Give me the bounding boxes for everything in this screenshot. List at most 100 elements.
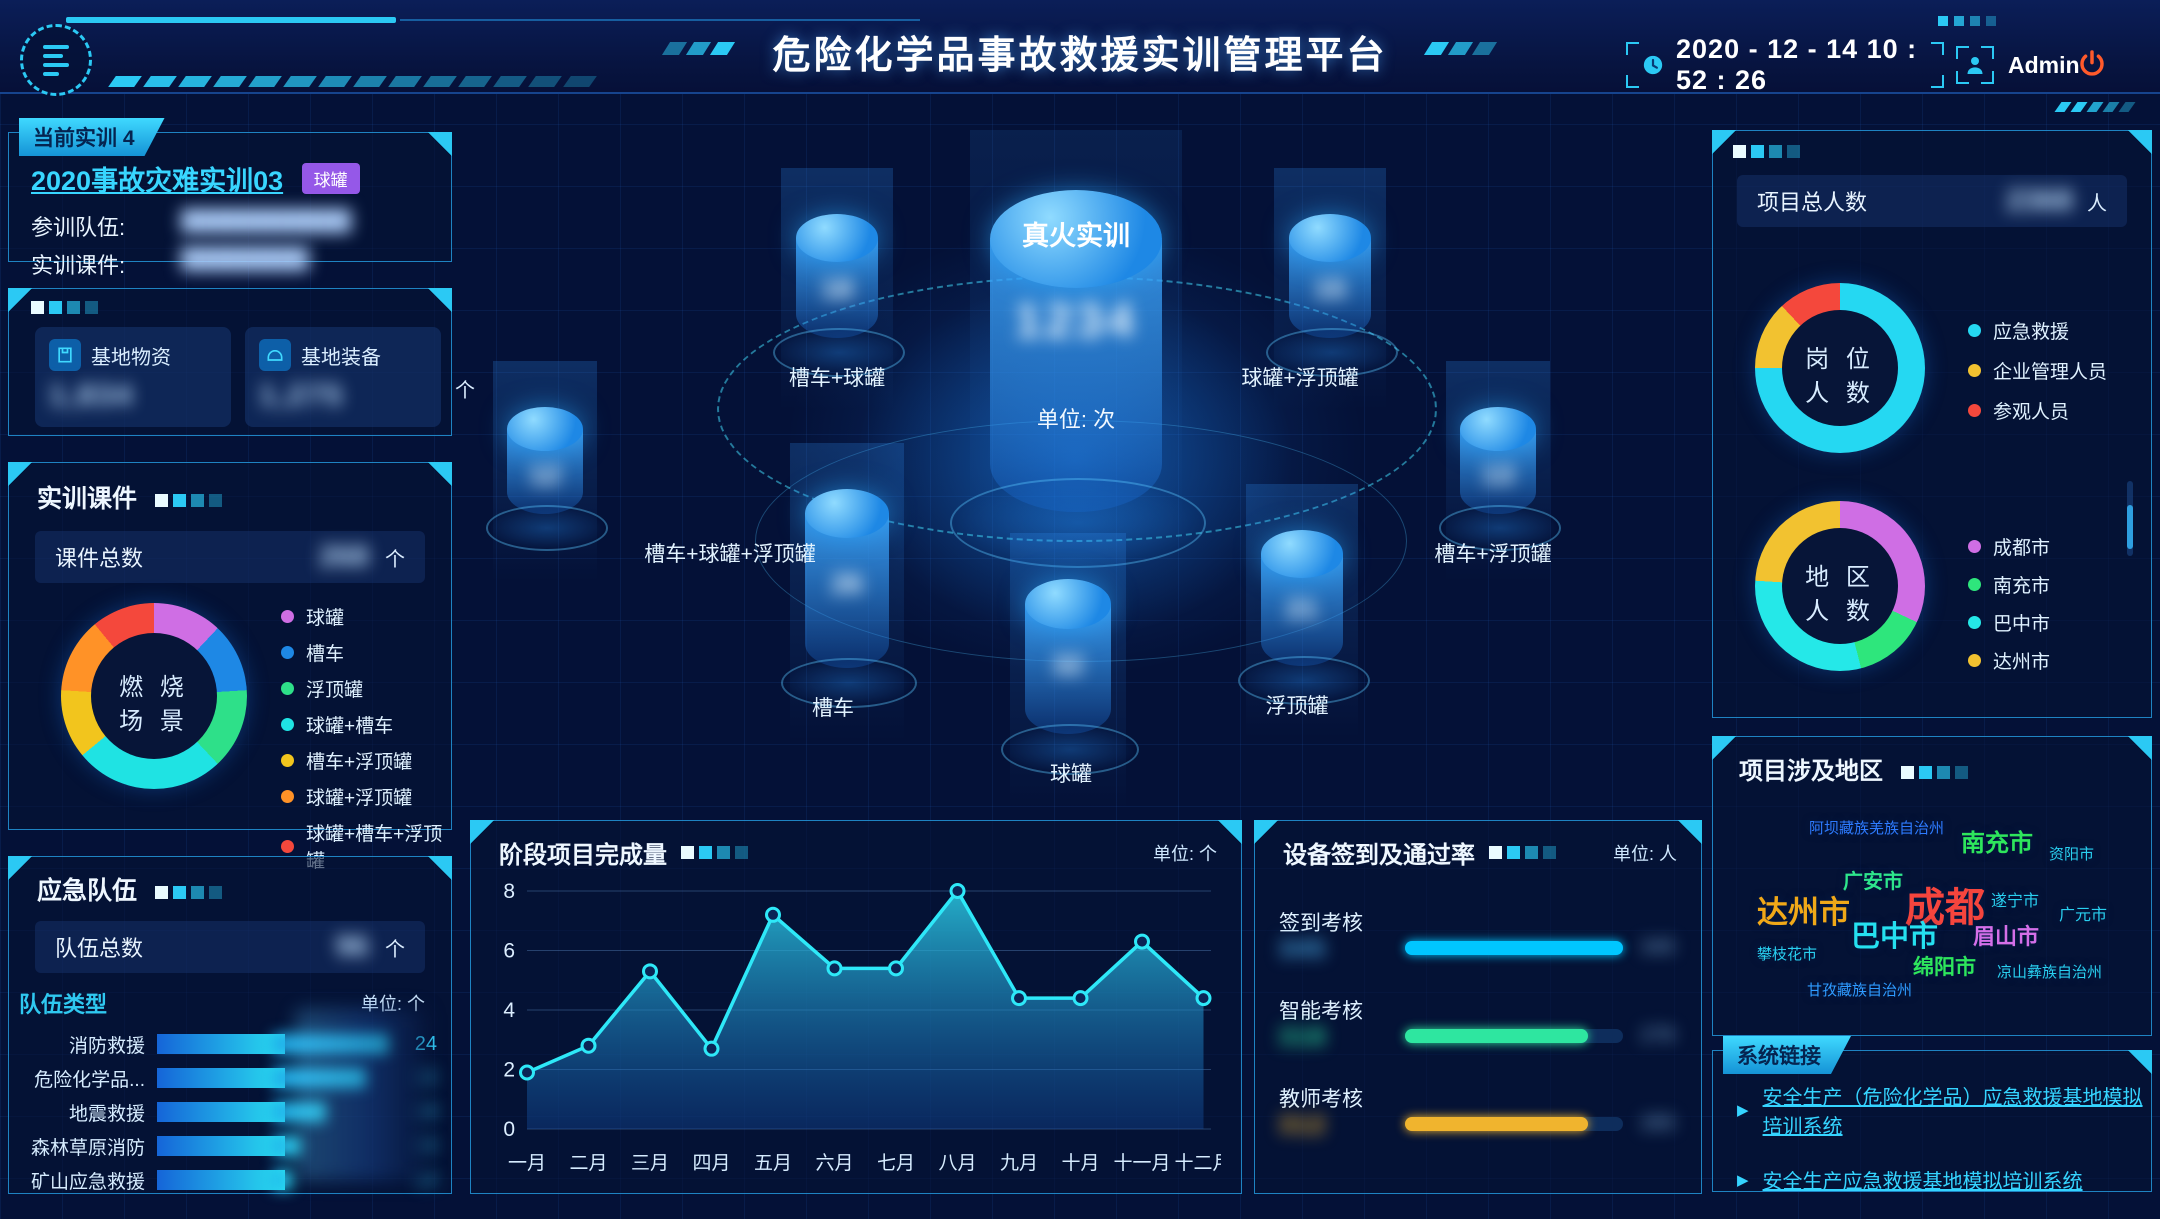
- legend-dot: [1968, 364, 1981, 377]
- team-bar-fill: [157, 1136, 285, 1156]
- burning-scene-donut-chart[interactable]: [61, 603, 247, 789]
- user-avatar-button[interactable]: [1956, 46, 1994, 84]
- region-word[interactable]: 成都: [1905, 886, 1985, 930]
- panel-scrollbar-thumb[interactable]: [2127, 505, 2133, 549]
- main-cylinder-真火实训[interactable]: 真火实训 1234 单位: 次: [950, 130, 1206, 570]
- user-icon: [1967, 57, 1983, 74]
- stat-card: 基地装备 1,275: [245, 327, 441, 427]
- x-tick-label: 十二月: [1174, 1152, 1221, 1174]
- legend-item[interactable]: 应急救援: [1968, 317, 2107, 344]
- team-row-value-masked: ████████████: [181, 210, 352, 232]
- team-bar-fill: [157, 1068, 285, 1088]
- legend-label: 浮顶罐: [306, 680, 364, 701]
- legend-item[interactable]: 槽车: [281, 639, 451, 666]
- region-word[interactable]: 广元市: [2059, 907, 2108, 924]
- scene-cylinder[interactable]: 12: [485, 361, 609, 582]
- team-bar-track: [157, 1136, 389, 1156]
- panel-deco-squares: [681, 846, 748, 859]
- teams-total-row: 队伍总数 96 个: [35, 921, 425, 973]
- legend-item[interactable]: 槽车+浮顶罐: [281, 747, 451, 774]
- y-tick-label: 8: [503, 880, 515, 903]
- legend-label: 参观人员: [1993, 402, 2070, 423]
- region-word[interactable]: 达州市: [1757, 895, 1850, 930]
- data-point: [888, 960, 904, 977]
- device-progress-track: [1405, 1117, 1623, 1131]
- datetime-text: 2020 - 12 - 14 10 : 52 : 26: [1676, 34, 1918, 95]
- course-row-label: 实训课件:: [31, 253, 126, 278]
- scene-cylinder[interactable]: 15: [1266, 168, 1398, 410]
- legend-item[interactable]: 达州市: [1968, 647, 2050, 674]
- region-donut-center-label: 地 区人 数: [1805, 564, 1875, 625]
- team-bar-fill-masked: [273, 1136, 301, 1156]
- x-tick-label: 四月: [692, 1153, 730, 1174]
- region-word[interactable]: 资阳市: [2049, 846, 2095, 863]
- courseware-unit: 个: [385, 548, 405, 571]
- legend-item[interactable]: 球罐+槽车: [281, 711, 451, 738]
- legend-item[interactable]: 球罐: [281, 603, 451, 630]
- cylinder-base-ring: [1438, 504, 1562, 551]
- legend-item[interactable]: 巴中市: [1968, 609, 2050, 636]
- scene-cylinder[interactable]: 21: [1238, 484, 1370, 738]
- region-word[interactable]: 攀枝花市: [1757, 946, 1818, 963]
- device-row-right-masked: 265: [1641, 1113, 1676, 1134]
- stat-card-label: 基地物资: [91, 346, 171, 369]
- cylinder-label: 槽车: [812, 697, 854, 721]
- page-title: 危险化学品事故救援实训管理平台: [772, 35, 1388, 77]
- supplies-icon: [49, 339, 81, 371]
- menu-button[interactable]: [20, 24, 92, 96]
- region-word[interactable]: 南充市: [1961, 830, 2033, 857]
- system-link[interactable]: ▶ 安全生产应急救援基地模拟培训系统: [1737, 1165, 2151, 1194]
- power-icon[interactable]: [2076, 48, 2108, 80]
- legend-dot: [1968, 578, 1981, 591]
- team-bar-fill-masked: [273, 1068, 366, 1088]
- legend-label: 槽车+浮顶罐: [306, 752, 413, 773]
- region-word[interactable]: 遂宁市: [1991, 893, 2040, 910]
- teams-total-label: 队伍总数: [55, 936, 144, 961]
- legend-item[interactable]: 南充市: [1968, 571, 2050, 598]
- link-arrow-icon: ▶: [1737, 1102, 1749, 1119]
- courseware-total-row: 课件总数 268 个: [35, 531, 425, 583]
- region-word[interactable]: 甘孜藏族自治州: [1807, 982, 1913, 999]
- x-tick-label: 五月: [754, 1153, 792, 1174]
- courseware-title: 实训课件: [37, 485, 138, 513]
- panel-scrollbar: [2127, 481, 2133, 556]
- scene-cylinder[interactable]: 26: [781, 443, 917, 742]
- cylinder-value-masked: 26: [831, 567, 863, 599]
- legend-dot: [281, 682, 294, 695]
- post-people-donut-chart[interactable]: [1755, 283, 1925, 453]
- scene-cylinder[interactable]: 18: [773, 168, 905, 410]
- data-point: [519, 1064, 535, 1081]
- legend-label: 巴中市: [1993, 614, 2051, 635]
- legend-label: 球罐+浮顶罐: [306, 788, 413, 809]
- device-unit: 单位: 人: [1612, 843, 1677, 864]
- region-word[interactable]: 阿坝藏族羌族自治州: [1809, 820, 1945, 837]
- system-link[interactable]: ▶ 安全生产（危险化学品）应急救援基地模拟培训系统: [1737, 1081, 2151, 1139]
- data-point: [1011, 990, 1027, 1007]
- legend-item[interactable]: 参观人员: [1968, 397, 2107, 424]
- legend-item[interactable]: 浮顶罐: [281, 675, 451, 702]
- stage-line-chart[interactable]: 0 2 4 6 8 一月 二月 三月 四月 五月 六月 七月 八月 九月 十月十一月十二月: [491, 877, 1221, 1183]
- legend-dot: [1968, 404, 1981, 417]
- region-word[interactable]: 凉山彝族自治州: [1997, 964, 2103, 981]
- regions-word-cloud: 阿坝藏族羌族自治州 南充市 资阳市广安市 成都 遂宁市广元市 达州市 巴中市 眉山市攀枝花市绵…: [1713, 737, 2151, 1035]
- region-word[interactable]: 巴中市: [1851, 921, 1939, 953]
- device-row-right-masked: 276: [1641, 1025, 1676, 1046]
- region-word[interactable]: 绵阳市: [1913, 956, 1976, 979]
- legend-item[interactable]: 球罐+浮顶罐: [281, 783, 451, 810]
- legend-item[interactable]: 企业管理人员: [1968, 357, 2107, 384]
- cylinder-top: [1460, 407, 1536, 452]
- region-word[interactable]: 广安市: [1843, 871, 1903, 893]
- scene-cylinder[interactable]: 13: [1438, 361, 1562, 582]
- y-tick-label: 6: [503, 940, 515, 963]
- courseware-total-label: 课件总数: [55, 546, 144, 571]
- scene-cylinder[interactable]: 32: [1000, 533, 1140, 809]
- cylinder-value-masked: 32: [1052, 649, 1084, 681]
- legend-item[interactable]: 成都市: [1968, 533, 2050, 560]
- training-name-link[interactable]: 2020事故灾难实训03: [31, 166, 284, 196]
- region-word[interactable]: 眉山市: [1973, 924, 2040, 949]
- region-people-donut-chart[interactable]: [1755, 501, 1925, 671]
- device-row: 智能考核 318 276: [1279, 995, 1681, 1059]
- device-title: 设备签到及通过率: [1283, 842, 1475, 869]
- team-bar-value-masked: 14: [414, 1168, 437, 1191]
- team-bar-fill-masked: [273, 1170, 292, 1190]
